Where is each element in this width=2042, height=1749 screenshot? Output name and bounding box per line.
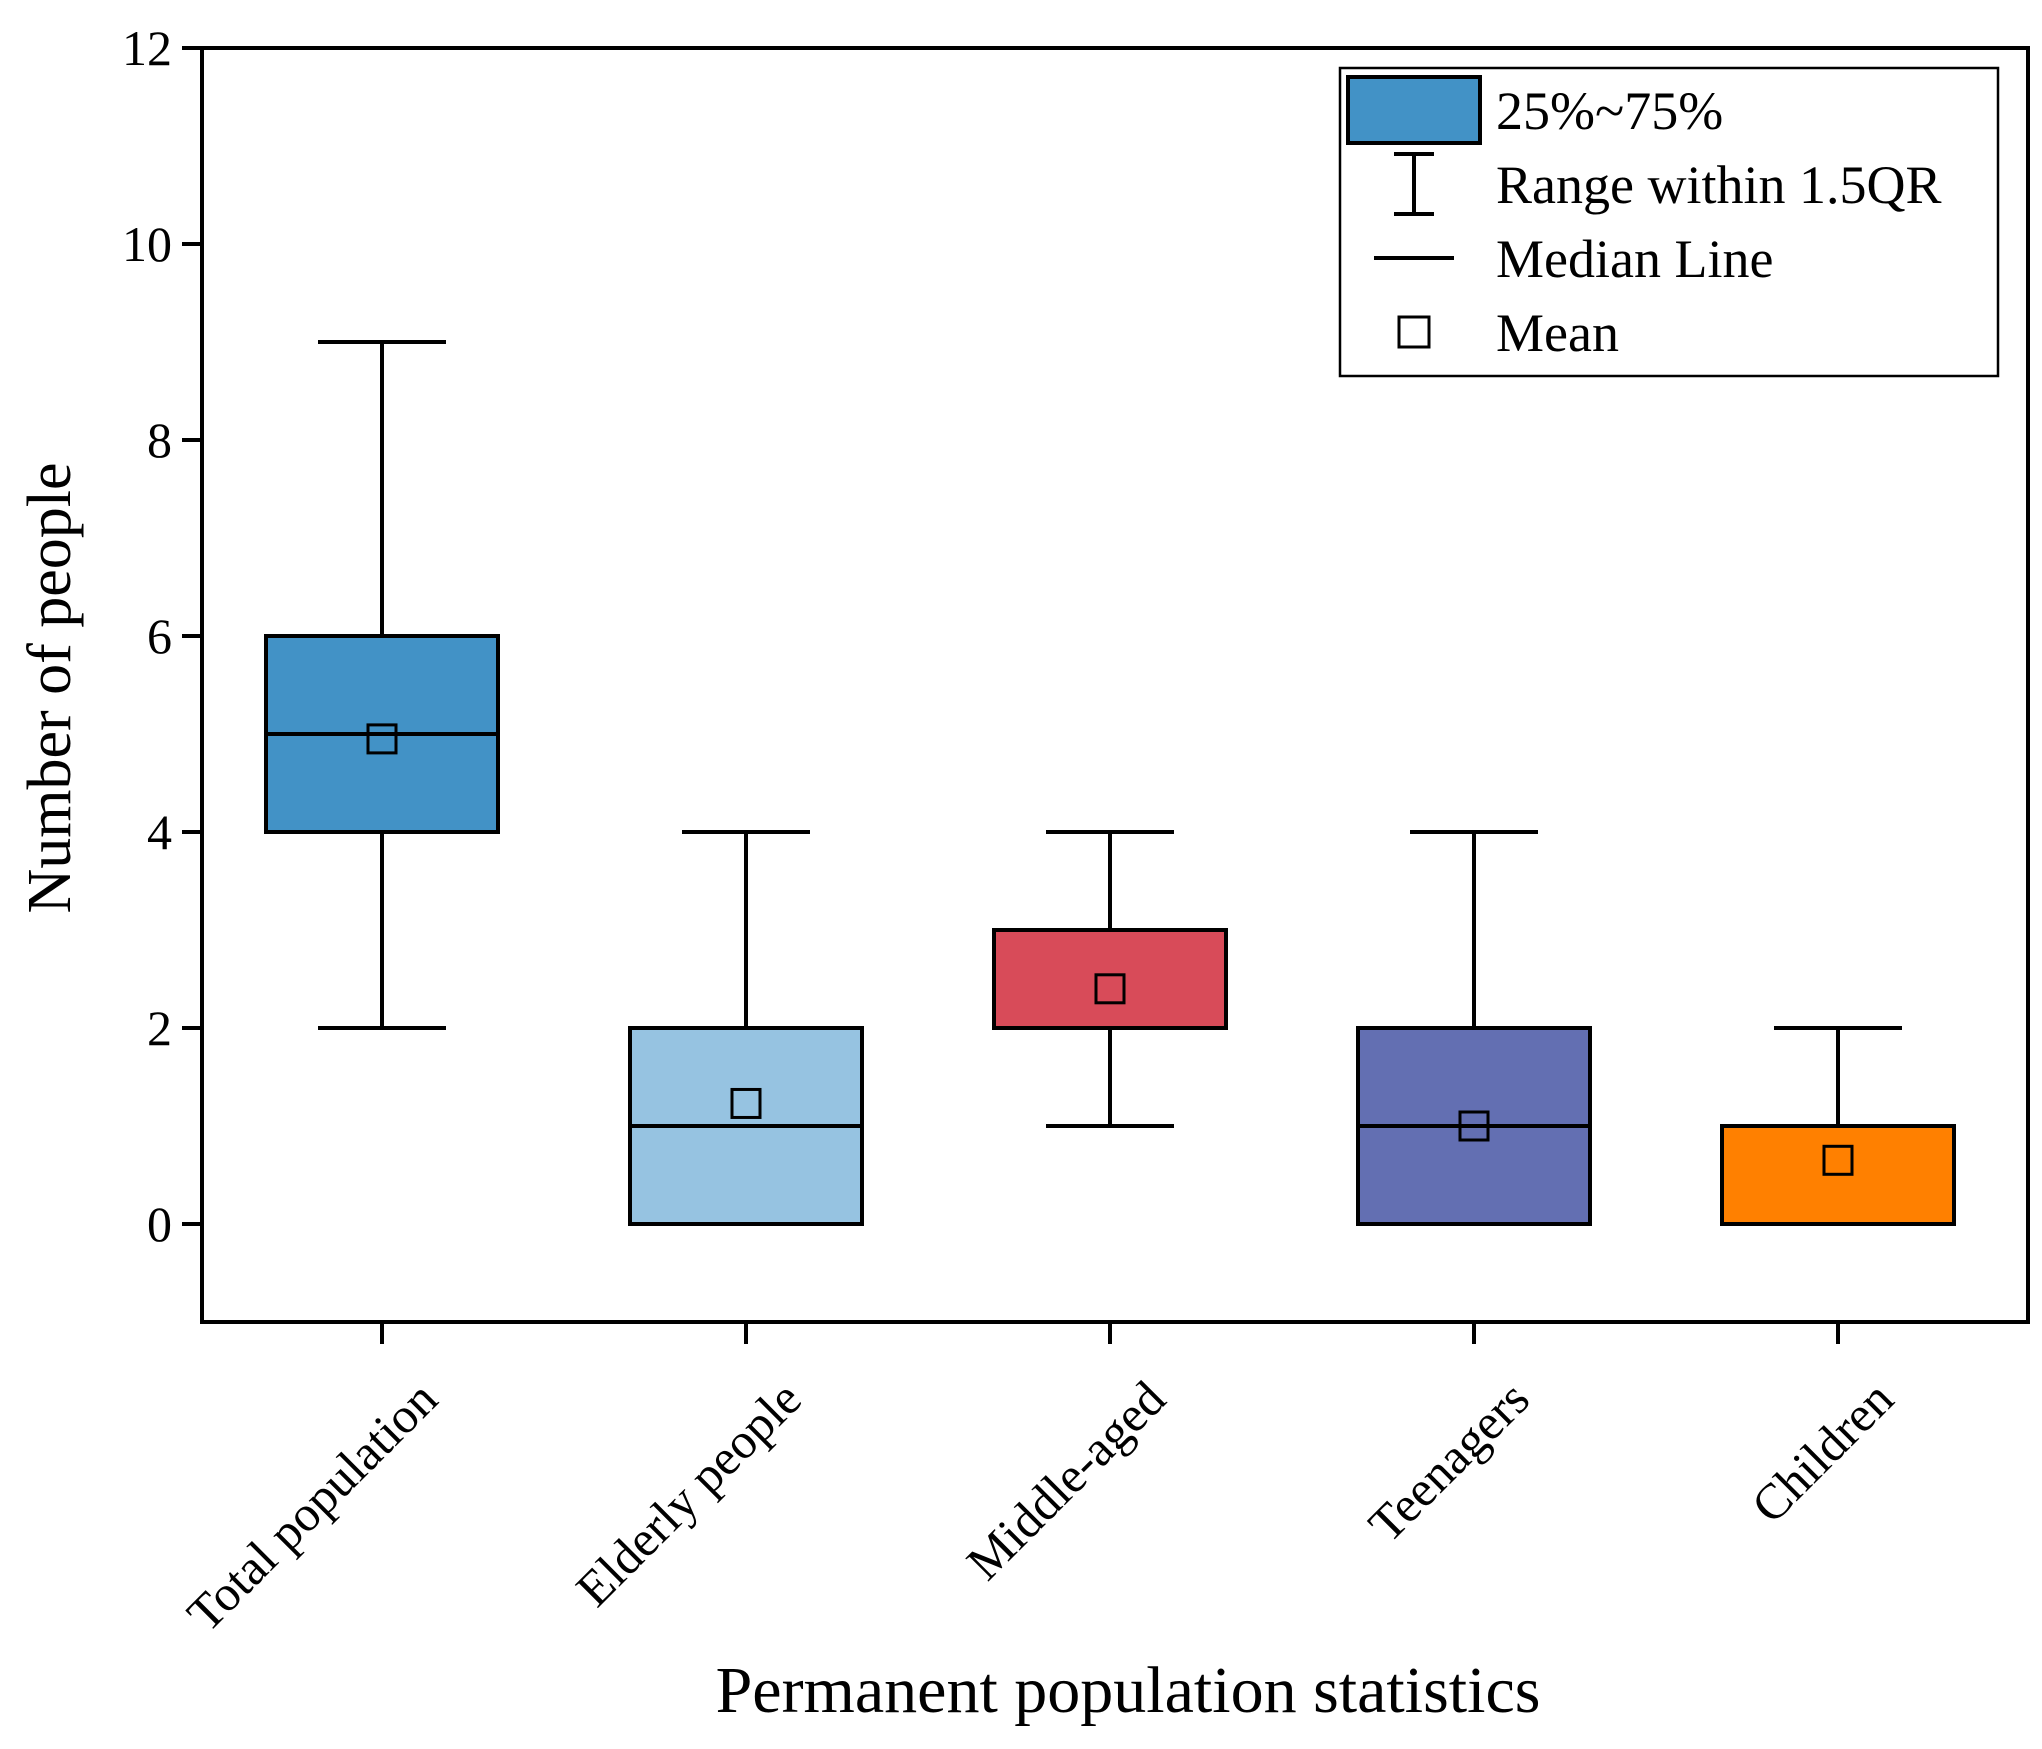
legend-label: Range within 1.5QR: [1496, 155, 1941, 215]
legend-label: Median Line: [1496, 229, 1773, 289]
mean-marker: [366, 723, 398, 755]
mean-marker: [1822, 1144, 1854, 1176]
box-teenagers: [1356, 830, 1592, 1226]
y-tick-label: 12: [122, 20, 172, 76]
x-tick-label: Middle-aged: [956, 1370, 1176, 1590]
box-total-population: [264, 340, 500, 1030]
x-axis-title: Permanent population statistics: [716, 1654, 1541, 1727]
box-middle-aged: [992, 830, 1228, 1128]
y-tick-label: 4: [147, 804, 172, 860]
y-tick-label: 6: [147, 608, 172, 664]
legend-item: 25%~75%: [1346, 75, 1723, 145]
y-tick-label: 10: [122, 216, 172, 272]
mean-marker: [1094, 973, 1126, 1005]
legend-box-swatch: [1346, 75, 1482, 145]
y-axis: 0 2 4 6 8 10 12: [122, 20, 202, 1252]
legend-mean-symbol: [1397, 315, 1431, 349]
x-tick-label: Elderly people: [565, 1370, 812, 1617]
box-children: [1720, 1026, 1956, 1226]
mean-marker: [1458, 1110, 1490, 1142]
iqr-box: [992, 928, 1228, 1030]
plot-area: [200, 46, 2030, 1324]
legend-label: Mean: [1496, 303, 1619, 363]
y-axis-title: Number of people: [16, 462, 84, 913]
plot-frame: [200, 46, 2030, 1324]
y-tick-label: 8: [147, 412, 172, 468]
mean-marker: [730, 1087, 762, 1119]
box-elderly-people: [628, 830, 864, 1226]
x-axis: Total population Elderly people Middle-age…: [176, 1322, 1904, 1642]
x-tick-label: Teenagers: [1357, 1370, 1539, 1552]
x-tick-label: Children: [1740, 1370, 1903, 1533]
legend-item: Median Line: [1374, 229, 1773, 289]
legend-label: 25%~75%: [1496, 81, 1723, 141]
legend-item: Mean: [1397, 303, 1619, 363]
legend: 25%~75% Range within 1.5QR Median Line Mean: [1338, 66, 2000, 378]
x-tick-label: Total population: [176, 1370, 448, 1642]
box-series: [264, 340, 1956, 1226]
y-tick-label: 0: [147, 1196, 172, 1252]
y-tick-label: 2: [147, 1000, 172, 1056]
legend-item: Range within 1.5QR: [1394, 152, 1941, 216]
